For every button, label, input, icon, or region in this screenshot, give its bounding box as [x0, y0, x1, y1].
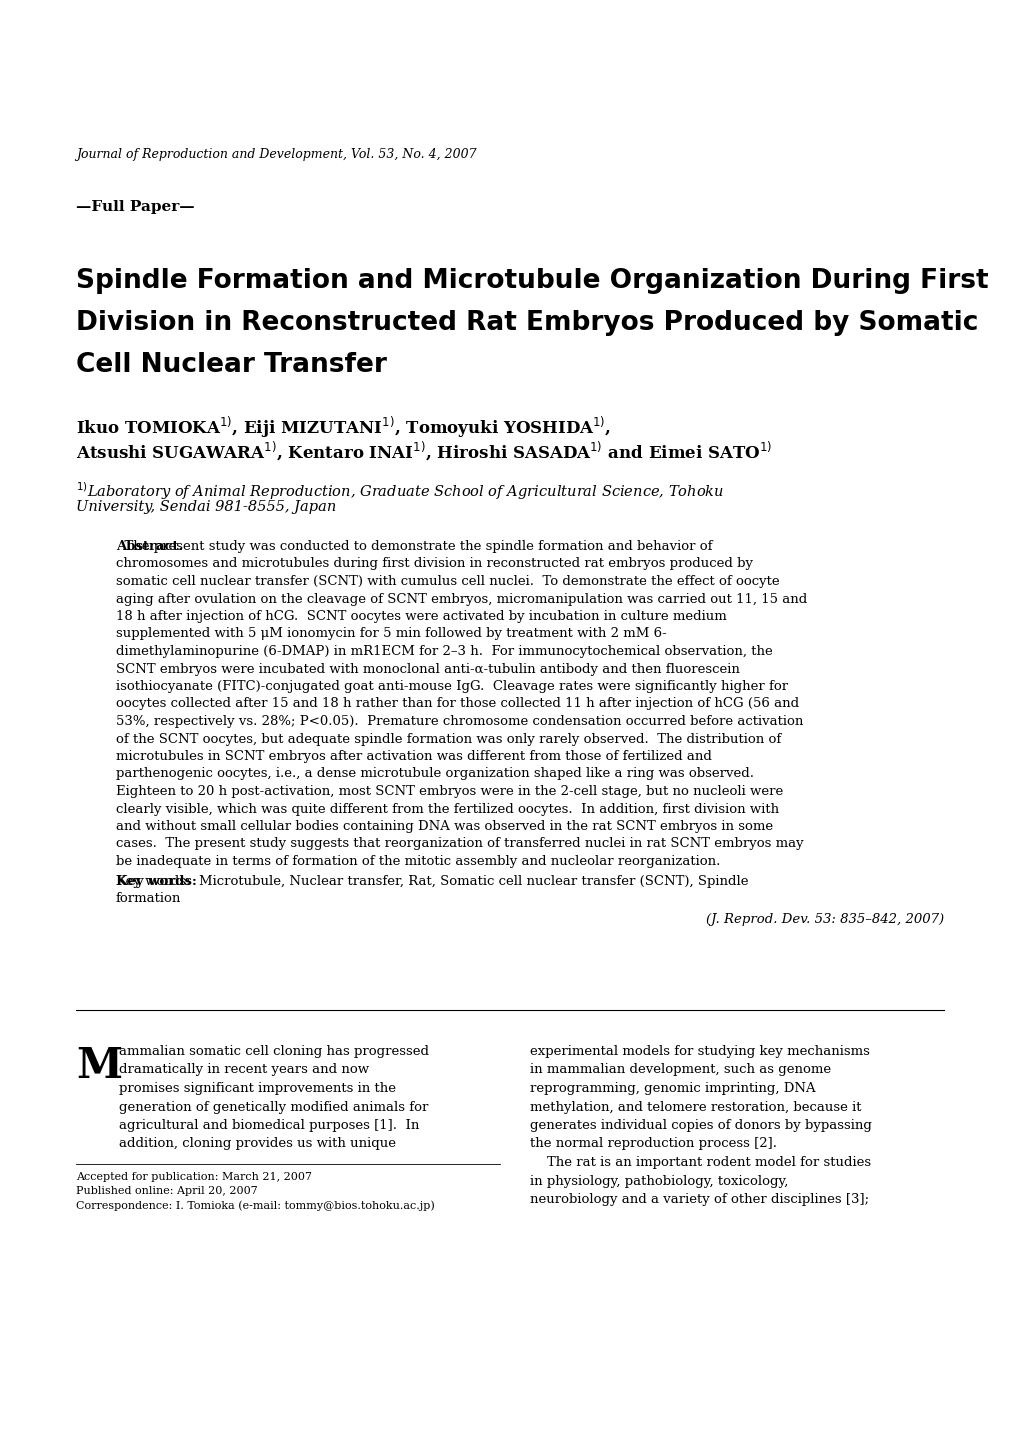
Text: Eighteen to 20 h post-activation, most SCNT embryos were in the 2-cell stage, bu: Eighteen to 20 h post-activation, most S… — [116, 785, 783, 798]
Text: Journal of Reproduction and Development, Vol. 53, No. 4, 2007: Journal of Reproduction and Development,… — [76, 149, 476, 162]
Text: chromosomes and microtubules during first division in reconstructed rat embryos : chromosomes and microtubules during firs… — [116, 557, 752, 570]
Text: clearly visible, which was quite different from the fertilized oocytes.  In addi: clearly visible, which was quite differe… — [116, 802, 779, 815]
Text: supplemented with 5 μM ionomycin for 5 min followed by treatment with 2 mM 6-: supplemented with 5 μM ionomycin for 5 m… — [116, 628, 666, 641]
Text: $^{1)}$Laboratory of Animal Reproduction, Graduate School of Agricultural Scienc: $^{1)}$Laboratory of Animal Reproduction… — [76, 481, 723, 502]
Text: 53%, respectively vs. 28%; P<0.05).  Premature chromosome condensation occurred : 53%, respectively vs. 28%; P<0.05). Prem… — [116, 714, 803, 729]
Text: agricultural and biomedical purposes [1].  In: agricultural and biomedical purposes [1]… — [119, 1118, 419, 1131]
Text: in physiology, pathobiology, toxicology,: in physiology, pathobiology, toxicology, — [530, 1175, 788, 1188]
Text: isothiocyanate (FITC)-conjugated goat anti-mouse IgG.  Cleavage rates were signi: isothiocyanate (FITC)-conjugated goat an… — [116, 680, 788, 693]
Text: The present study was conducted to demonstrate the spindle formation and behavio: The present study was conducted to demon… — [116, 540, 712, 553]
Text: and without small cellular bodies containing DNA was observed in the rat SCNT em: and without small cellular bodies contai… — [116, 820, 772, 833]
Text: The rat is an important rodent model for studies: The rat is an important rodent model for… — [530, 1156, 870, 1169]
Text: cases.  The present study suggests that reorganization of transferred nuclei in : cases. The present study suggests that r… — [116, 837, 803, 850]
Text: Key words:  Microtubule, Nuclear transfer, Rat, Somatic cell nuclear transfer (S: Key words: Microtubule, Nuclear transfer… — [116, 874, 748, 887]
Text: in mammalian development, such as genome: in mammalian development, such as genome — [530, 1063, 830, 1076]
Text: (J. Reprod. Dev. 53: 835–842, 2007): (J. Reprod. Dev. 53: 835–842, 2007) — [705, 913, 943, 926]
Text: University, Sendai 981-8555, Japan: University, Sendai 981-8555, Japan — [76, 501, 336, 514]
Text: ammalian somatic cell cloning has progressed: ammalian somatic cell cloning has progre… — [119, 1045, 429, 1058]
Text: the normal reproduction process [2].: the normal reproduction process [2]. — [530, 1137, 776, 1150]
Text: —Full Paper—: —Full Paper— — [76, 201, 195, 214]
Text: Ikuo TOMIOKA$^{1)}$, Eiji MIZUTANI$^{1)}$, Tomoyuki YOSHIDA$^{1)}$,: Ikuo TOMIOKA$^{1)}$, Eiji MIZUTANI$^{1)}… — [76, 416, 610, 440]
Text: neurobiology and a variety of other disciplines [3];: neurobiology and a variety of other disc… — [530, 1193, 868, 1206]
Text: of the SCNT oocytes, but adequate spindle formation was only rarely observed.  T: of the SCNT oocytes, but adequate spindl… — [116, 733, 781, 746]
Text: somatic cell nuclear transfer (SCNT) with cumulus cell nuclei.  To demonstrate t: somatic cell nuclear transfer (SCNT) wit… — [116, 574, 779, 587]
Text: addition, cloning provides us with unique: addition, cloning provides us with uniqu… — [119, 1137, 395, 1150]
Text: generation of genetically modified animals for: generation of genetically modified anima… — [119, 1101, 428, 1114]
Text: experimental models for studying key mechanisms: experimental models for studying key mec… — [530, 1045, 869, 1058]
Text: promises significant improvements in the: promises significant improvements in the — [119, 1082, 395, 1095]
Text: oocytes collected after 15 and 18 h rather than for those collected 11 h after i: oocytes collected after 15 and 18 h rath… — [116, 697, 798, 710]
Text: Spindle Formation and Microtubule Organization During First: Spindle Formation and Microtubule Organi… — [76, 268, 987, 294]
Text: M: M — [76, 1045, 122, 1087]
Text: microtubules in SCNT embryos after activation was different from those of fertil: microtubules in SCNT embryos after activ… — [116, 750, 711, 763]
Text: generates individual copies of donors by bypassing: generates individual copies of donors by… — [530, 1118, 871, 1131]
Text: reprogramming, genomic imprinting, DNA: reprogramming, genomic imprinting, DNA — [530, 1082, 815, 1095]
Text: dramatically in recent years and now: dramatically in recent years and now — [119, 1063, 369, 1076]
Text: Cell Nuclear Transfer: Cell Nuclear Transfer — [76, 352, 386, 378]
Text: Division in Reconstructed Rat Embryos Produced by Somatic: Division in Reconstructed Rat Embryos Pr… — [76, 310, 977, 336]
Text: formation: formation — [116, 892, 181, 905]
Text: parthenogenic oocytes, i.e., a dense microtubule organization shaped like a ring: parthenogenic oocytes, i.e., a dense mic… — [116, 768, 753, 781]
Text: Accepted for publication: March 21, 2007: Accepted for publication: March 21, 2007 — [76, 1172, 312, 1182]
Text: Key words:: Key words: — [116, 874, 197, 887]
Text: Published online: April 20, 2007: Published online: April 20, 2007 — [76, 1186, 258, 1196]
Text: Correspondence: I. Tomioka (e-mail: tommy@bios.tohoku.ac.jp): Correspondence: I. Tomioka (e-mail: tomm… — [76, 1201, 434, 1211]
Text: dimethylaminopurine (6-DMAP) in mR1ECM for 2–3 h.  For immunocytochemical observ: dimethylaminopurine (6-DMAP) in mR1ECM f… — [116, 645, 772, 658]
Text: be inadequate in terms of formation of the mitotic assembly and nucleolar reorga: be inadequate in terms of formation of t… — [116, 856, 719, 869]
Text: methylation, and telomere restoration, because it: methylation, and telomere restoration, b… — [530, 1101, 861, 1114]
Text: SCNT embryos were incubated with monoclonal anti-α-tubulin antibody and then flu: SCNT embryos were incubated with monoclo… — [116, 662, 739, 675]
Text: 18 h after injection of hCG.  SCNT oocytes were activated by incubation in cultu: 18 h after injection of hCG. SCNT oocyte… — [116, 610, 727, 623]
Text: Atsushi SUGAWARA$^{1)}$, Kentaro INAI$^{1)}$, Hiroshi SASADA$^{1)}$ and Eimei SA: Atsushi SUGAWARA$^{1)}$, Kentaro INAI$^{… — [76, 440, 771, 463]
Text: aging after ovulation on the cleavage of SCNT embryos, micromanipulation was car: aging after ovulation on the cleavage of… — [116, 593, 806, 606]
Text: Abstract.: Abstract. — [116, 540, 183, 553]
